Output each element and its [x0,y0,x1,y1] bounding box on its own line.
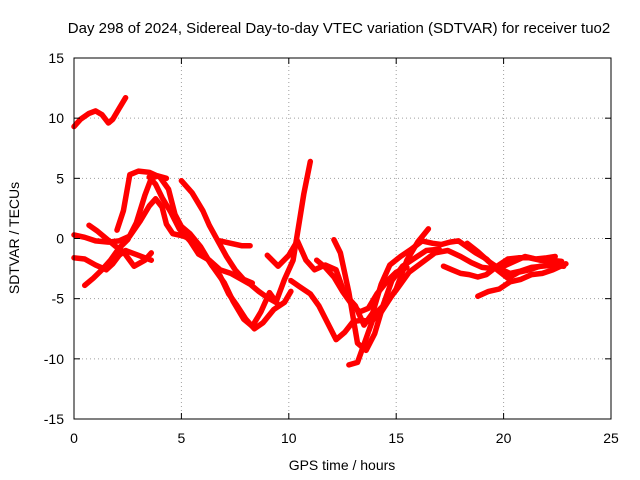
grid [74,58,611,419]
data-series-arc-12 [313,257,410,315]
y-tick-label: -5 [52,291,65,307]
y-tick-label: 15 [48,50,64,66]
x-axis-label: GPS time / hours [289,457,396,473]
data-series-arc-4 [71,247,155,273]
data-series-arc-7 [146,158,314,306]
x-tick-label: 15 [388,430,404,446]
y-axis-label: SDTVAR / TECUs [6,182,22,294]
data-series-arc-13 [331,236,442,354]
data-series-arc-9 [217,238,253,249]
x-tick-label: 0 [70,430,78,446]
series-group [71,94,569,368]
y-tick-label: -15 [44,411,64,427]
y-tick-label: -10 [44,351,64,367]
data-series-arc-6 [86,222,155,269]
data-series-arc-3 [114,168,294,332]
x-tick-label: 5 [178,430,186,446]
x-tick-label: 25 [603,430,619,446]
data-series-arc-5 [81,173,170,289]
y-axis-ticks: -15 -10 -5 0 5 10 15 [44,50,611,427]
x-tick-label: 20 [496,430,512,446]
data-series-arc-1 [71,94,129,130]
data-series-arc-17 [464,240,558,277]
data-series-arc-11 [288,226,432,343]
y-tick-label: 10 [48,110,64,126]
data-series-arc-16 [475,261,569,300]
chart-title: Day 298 of 2024, Sidereal Day-to-day VTE… [68,20,610,37]
y-tick-label: 5 [56,170,64,186]
x-tick-label: 10 [281,430,297,446]
x-axis-ticks: 0 5 10 15 20 25 [70,58,619,446]
data-series-arc-10 [264,238,567,328]
y-tick-label: 0 [56,231,64,247]
